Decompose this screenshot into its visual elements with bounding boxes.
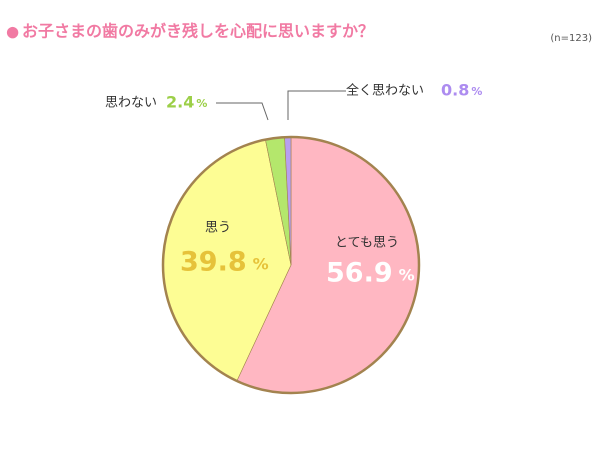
value-unit: % <box>196 97 207 110</box>
leader-line <box>287 90 346 120</box>
value-label: 56.9 <box>326 258 393 289</box>
pie-outline <box>161 135 421 395</box>
labels: とても思う 56.9 % 思う 39.8 % 思わない 2.4 % 全く思わない 0.8% <box>105 81 482 289</box>
category-label: 思う <box>205 221 231 236</box>
category-label: とても思う <box>335 236 399 251</box>
chart-title: お子さまの歯のみがき残しを心配に思いますか？ <box>22 22 374 41</box>
value-label: 0.8 <box>441 81 469 100</box>
value-label: 39.8 <box>180 247 247 278</box>
value-unit: % <box>471 85 482 98</box>
title-bullet: ● <box>6 23 19 41</box>
sample-size: (n=123) <box>550 33 592 44</box>
leader-line <box>216 102 269 121</box>
pie <box>161 135 421 395</box>
category-label: 全く思わない <box>346 83 424 99</box>
value-unit: % <box>253 255 269 274</box>
value-label: 2.4 <box>166 93 194 112</box>
category-label: 思わない <box>105 96 157 111</box>
value-unit: % <box>399 266 415 285</box>
